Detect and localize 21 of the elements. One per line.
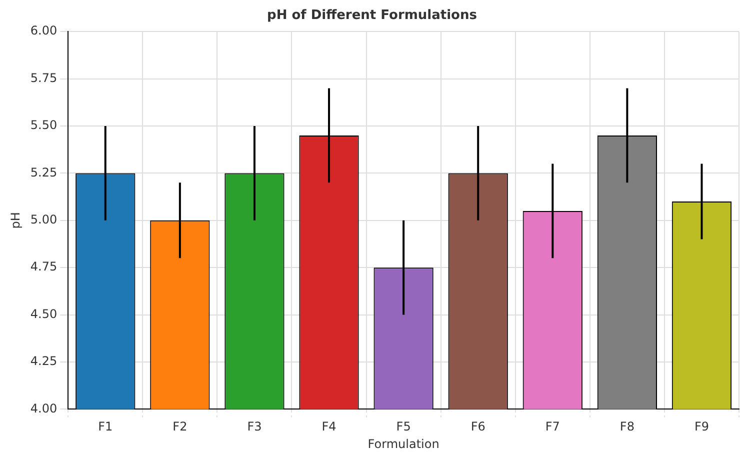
x-tick-label: F6 [470,420,486,434]
x-tick-label: F7 [545,420,560,434]
y-tick-label: 4.25 [30,354,58,368]
y-axis-title: pH [8,212,22,229]
y-tick-label: 5.00 [30,212,58,227]
x-tick-label: F8 [620,420,634,434]
x-tick-label: F9 [694,420,709,434]
y-tick-label: 4.75 [30,260,58,274]
y-tick-label: 4.00 [30,401,58,416]
x-tick-label: F5 [396,420,411,434]
x-tick-label: F4 [322,420,336,434]
y-tick-label: 5.75 [30,70,58,85]
y-tick-label: 5.25 [30,165,58,180]
y-tick-label: 6.00 [30,24,58,38]
x-tick-label: F2 [172,420,188,434]
x-tick-label: F1 [98,420,113,434]
y-tick-label: 5.50 [30,118,58,132]
chart-title: pH of Different Formulations [267,8,478,24]
y-tick-label: 4.50 [30,306,58,321]
x-tick-label: F3 [247,420,262,434]
x-axis-title: Formulation [368,436,440,451]
